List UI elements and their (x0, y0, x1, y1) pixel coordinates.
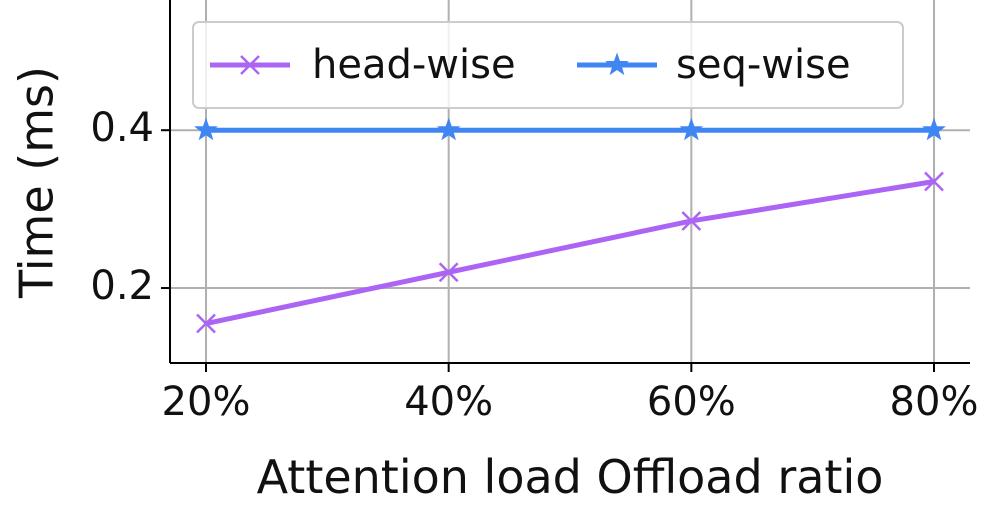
y-tick-label: 0.2 (90, 263, 154, 309)
legend-box (192, 21, 904, 109)
point (438, 262, 459, 283)
point (681, 211, 702, 231)
legend-label: head-wise (312, 42, 516, 88)
point (924, 171, 944, 192)
x-tick-label: 60% (647, 379, 736, 425)
point (194, 117, 218, 141)
x-tick-label: 80% (890, 379, 979, 425)
x-tick-label: 40% (404, 379, 493, 425)
point (922, 117, 946, 141)
y-axis-label: Time (ms) (10, 66, 64, 299)
point (196, 313, 216, 334)
point (679, 117, 704, 141)
x-axis-label: Attention load Offload ratio (257, 450, 884, 504)
legend-marker (240, 55, 260, 75)
y-tick-label: 0.4 (90, 105, 154, 151)
series-line (205, 179, 935, 326)
legend-marker (605, 52, 629, 76)
x-tick-label: 20% (162, 379, 251, 425)
point (436, 117, 461, 141)
legend-label: seq-wise (676, 42, 851, 88)
